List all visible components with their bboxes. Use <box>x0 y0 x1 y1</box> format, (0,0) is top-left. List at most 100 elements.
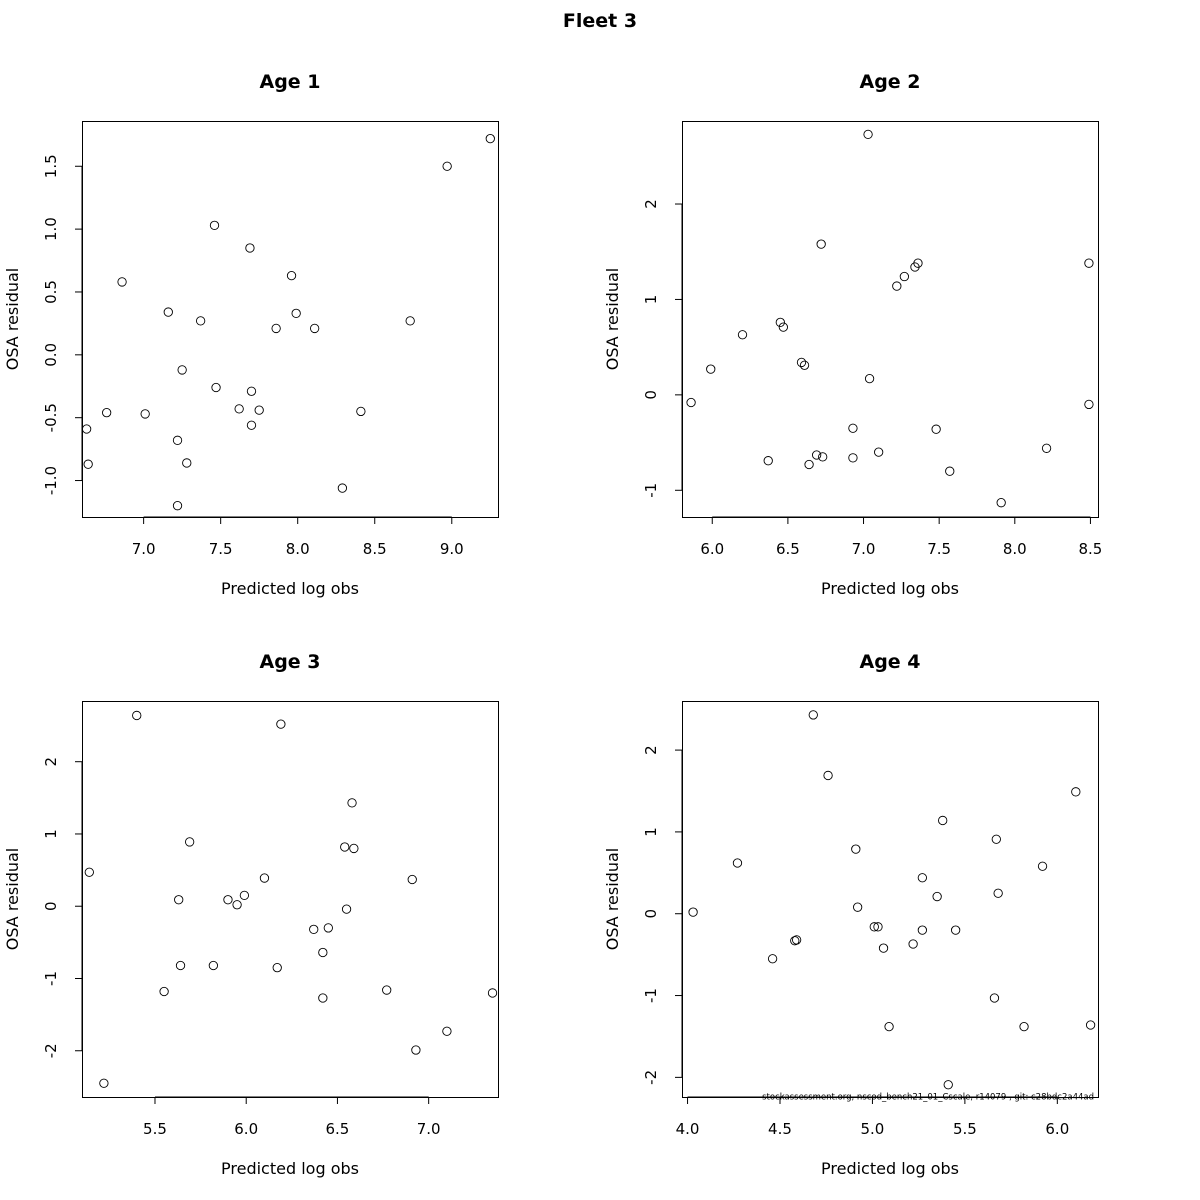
data-point <box>811 450 822 460</box>
y-tick-label: -1 <box>642 988 660 1003</box>
y-tick-label: 1 <box>642 295 660 305</box>
y-tick-label: 0.5 <box>42 280 60 304</box>
y-tick-label: -1.0 <box>42 466 60 495</box>
data-point <box>223 895 233 905</box>
panel-title: Age 1 <box>259 71 320 93</box>
data-point <box>405 316 415 326</box>
data-point <box>899 271 910 282</box>
data-point <box>309 924 319 935</box>
y-tick-label: 2 <box>642 745 660 755</box>
data-point <box>254 405 264 415</box>
y-tick-label: 2 <box>642 199 660 209</box>
data-point <box>140 409 150 419</box>
data-point <box>195 316 206 326</box>
data-point <box>737 330 748 340</box>
x-tick-label: 8.0 <box>1003 540 1027 558</box>
data-point <box>349 843 359 854</box>
data-point <box>686 397 696 408</box>
data-point <box>81 424 92 434</box>
data-point <box>996 498 1006 508</box>
data-point <box>318 993 328 1003</box>
data-point <box>706 364 716 374</box>
y-tick-label: 0 <box>42 901 60 911</box>
data-point <box>878 943 889 953</box>
x-axis-label: Predicted log obs <box>821 579 959 598</box>
x-tick-label: 5.5 <box>953 1120 977 1138</box>
panel-title: Age 2 <box>859 71 920 93</box>
x-axis-label: Predicted log obs <box>221 1159 359 1178</box>
y-tick-label: -0.5 <box>42 403 60 432</box>
data-point <box>1019 1021 1029 1032</box>
data-point <box>848 423 858 433</box>
x-tick-label: 9.0 <box>440 540 464 558</box>
footnote: stockassessment.org, nscod_bench21_01_Cs… <box>762 1093 1094 1103</box>
data-point <box>245 243 255 253</box>
panel-age-2: Age 2 6.0 6.5 7.0 7.5 8.0 8.5 -1 0 1 2 Predicted lo… <box>603 71 1102 598</box>
data-point <box>917 873 928 883</box>
data-point <box>318 947 328 958</box>
data-point <box>234 404 244 414</box>
y-axis-label: OSA residual <box>3 268 22 370</box>
y-tick-label: -1 <box>42 971 60 986</box>
data-point <box>271 323 281 334</box>
data-point <box>239 890 250 901</box>
x-tick-label: 7.5 <box>927 540 951 558</box>
data-point <box>851 844 861 854</box>
data-point <box>117 277 127 287</box>
x-tick-label: 5.0 <box>861 1120 885 1138</box>
panel-age-3: Age 3 5.5 6.0 6.5 7.0 -2 -1 0 1 2 Predicted log ob… <box>3 651 499 1178</box>
data-point <box>796 357 807 368</box>
data-point <box>1084 258 1094 268</box>
data-point <box>799 360 810 370</box>
panels: Age 1 7.0 7.5 8.0 8.5 9.0 -1.0 -0.5 0.0 0.5 1.0 1.5… <box>3 71 1102 1178</box>
panel-age-4: Age 4 4.0 4.5 5.0 5.5 6.0 -2 -1 0 1 2 Predicted log… <box>603 651 1099 1178</box>
x-tick-label: 7.0 <box>132 540 156 558</box>
data-point <box>340 842 350 852</box>
data-point <box>382 985 392 995</box>
x-axis-label: Predicted log obs <box>221 579 359 598</box>
y-tick-label: 1.5 <box>42 154 60 178</box>
data-point <box>83 459 93 469</box>
data-point <box>852 902 863 912</box>
data-point <box>823 770 833 781</box>
data-point <box>993 888 1003 898</box>
data-point <box>790 936 800 946</box>
x-axis-label: Predicted log obs <box>821 1159 959 1178</box>
data-point <box>767 954 778 964</box>
data-point <box>863 129 873 140</box>
data-point <box>732 858 743 868</box>
y-tick-label: -2 <box>42 1043 60 1058</box>
y-tick-label: 1.0 <box>42 217 60 241</box>
x-tick-label: 6.0 <box>234 1120 258 1138</box>
data-point <box>848 453 858 463</box>
x-tick-label: 5.5 <box>143 1120 167 1138</box>
data-point <box>347 798 357 808</box>
data-point <box>291 308 301 318</box>
x-tick-label: 8.0 <box>286 540 310 558</box>
data-point <box>816 239 826 249</box>
data-point <box>276 719 286 729</box>
data-point <box>808 710 818 720</box>
y-axis-label: OSA residual <box>3 848 22 950</box>
data-point <box>864 373 875 384</box>
data-point <box>869 922 879 932</box>
data-point <box>950 925 961 935</box>
x-tick-label: 6.5 <box>326 1120 350 1138</box>
x-tick-label: 4.0 <box>676 1120 700 1138</box>
data-point <box>174 895 184 905</box>
data-point <box>1084 399 1094 410</box>
data-point <box>323 923 333 933</box>
x-tick-label: 4.5 <box>768 1120 792 1138</box>
data-point <box>932 891 942 902</box>
data-point <box>232 900 242 910</box>
data-point <box>442 161 452 171</box>
data-point <box>209 220 220 230</box>
data-point <box>778 322 789 332</box>
data-point <box>1071 787 1081 797</box>
data-point <box>688 907 698 917</box>
plot-frame <box>82 701 499 1098</box>
data-point <box>1037 861 1048 871</box>
x-tick-label: 7.0 <box>852 540 876 558</box>
data-point <box>102 408 112 418</box>
